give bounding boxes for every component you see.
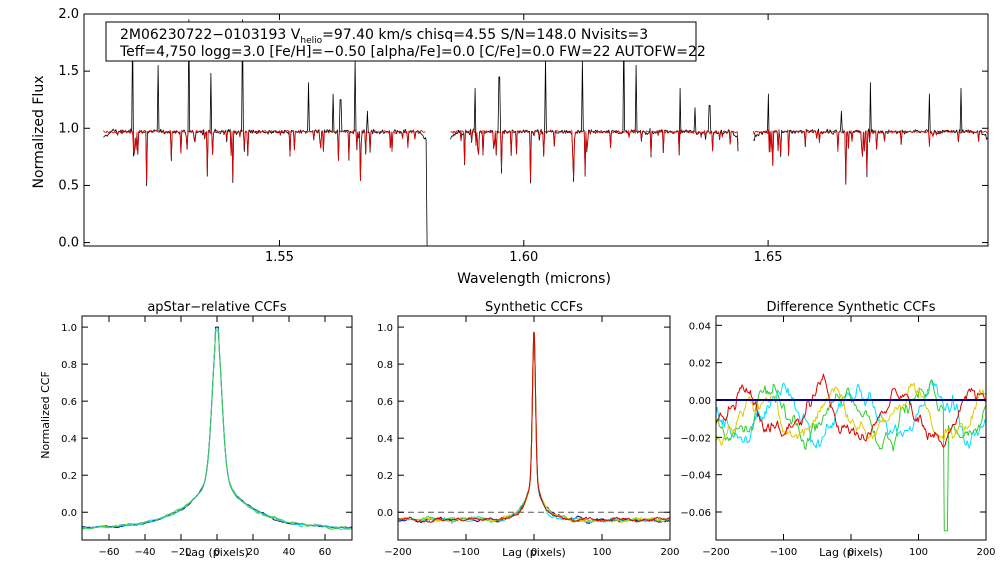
- apstar-ccf-panel: −60 −40 −20 0 20 40 60 0.0 0.2 0.4 0.6 0.8 1.0 apSta…: [39, 300, 353, 559]
- difference-axes-frame: [715, 315, 987, 541]
- difference-title: Difference Synthetic CCFs: [766, 300, 935, 315]
- difference-ccf-lines: [716, 373, 986, 532]
- synthetic-y-tick-label: 0.2: [377, 471, 393, 482]
- apstar-x-tick-label: 0: [214, 547, 220, 558]
- difference-ccf-panel: −200 −100 0 100 200 −0.06 −0.04 −0.02 0.00 0.02 0.…: [680, 300, 995, 559]
- synthetic-axes: −200 −100 0 100 200 0.0 0.2 0.4 0.6 0.8 1.0: [377, 316, 680, 558]
- synthetic-y-tick-label: 0.4: [377, 434, 393, 445]
- synthetic-x-label: Lag (pixels): [502, 546, 566, 559]
- spectrum-x-tick-label: 1.55: [265, 250, 294, 265]
- apstar-x-tick-label: −40: [134, 547, 155, 558]
- spectrum-model-line-chip-2: [450, 129, 739, 181]
- difference-ccf-series-2: [716, 381, 986, 449]
- spectrum-y-tick-label: 1.5: [58, 64, 79, 79]
- apstar-x-tick-label: 20: [247, 547, 260, 558]
- apstar-x-tick-label: 60: [319, 547, 332, 558]
- info-line-2: Teff=4,750 logg=3.0 [Fe/H]=−0.50 [alpha/…: [119, 44, 706, 60]
- synthetic-ccf-series-4: [397, 331, 671, 524]
- apstar-ccf-lines: [81, 326, 353, 530]
- synthetic-ccf-series-1: [397, 332, 671, 524]
- difference-y-tick-label: 0.02: [689, 359, 711, 370]
- apstar-ccf-series-1: [81, 326, 353, 529]
- apstar-title: apStar−relative CCFs: [147, 300, 287, 315]
- info-box: [105, 21, 697, 62]
- difference-x-tick-label: 100: [909, 547, 928, 558]
- spectrum-axes-frame: [83, 13, 989, 247]
- synthetic-axes-frame: [397, 315, 671, 541]
- spectrum-axes: 1.55 1.60 1.65 0.0 0.5 1.0 1.5 2.0: [58, 7, 988, 265]
- apstar-ccf-series-3: [81, 330, 353, 530]
- difference-x-tick-label: −200: [702, 547, 729, 558]
- spectrum-observed-line-chip-1: [103, 19, 428, 246]
- apstar-x-tick-label: −60: [98, 547, 119, 558]
- spectrum-observed-line-chip-2: [450, 30, 739, 184]
- difference-y-tick-label: 0.04: [689, 321, 711, 332]
- synthetic-ccf-lines: [397, 331, 671, 524]
- synthetic-ccf-panel: −200 −100 0 100 200 0.0 0.2 0.4 0.6 0.8 1.0 Synthe…: [377, 300, 679, 559]
- synthetic-x-tick-label: −200: [384, 547, 411, 558]
- synthetic-y-tick-label: 1.0: [377, 323, 393, 334]
- difference-ccf-series-5: [716, 373, 986, 448]
- spectrum-model-line-chip-1: [103, 129, 426, 183]
- apstar-x-label: Lag (pixels): [185, 546, 249, 559]
- difference-y-tick-label: 0.00: [689, 396, 711, 407]
- apstar-y-tick-label: 0.2: [61, 471, 77, 482]
- apstar-ccf-series-2: [81, 328, 353, 530]
- difference-x-label: Lag (pixels): [819, 546, 883, 559]
- apstar-x-tick-label: 40: [283, 547, 296, 558]
- difference-x-tick-label: 200: [976, 547, 995, 558]
- spectrum-x-label: Wavelength (microns): [457, 271, 611, 287]
- apstar-y-tick-label: 1.0: [61, 323, 77, 334]
- synthetic-title: Synthetic CCFs: [485, 300, 583, 315]
- spectrum-y-tick-label: 0.5: [58, 178, 79, 193]
- synthetic-x-tick-label: 200: [660, 547, 679, 558]
- spectrum-model-line-chip-3: [753, 129, 988, 183]
- spectrum-panel: 1.55 1.60 1.65 0.0 0.5 1.0 1.5 2.0 2M06230722−0…: [31, 7, 989, 287]
- apstar-x-tick-label: −20: [170, 547, 191, 558]
- apstar-y-tick-label: 0.4: [61, 434, 77, 445]
- synthetic-y-tick-label: 0.8: [377, 360, 393, 371]
- spectrum-y-tick-label: 2.0: [58, 7, 79, 22]
- apstar-y-label: Normalized CCF: [39, 371, 52, 459]
- difference-y-tick-label: −0.04: [680, 471, 711, 482]
- apstar-axes: −60 −40 −20 0 20 40 60 0.0 0.2 0.4 0.6 0.8 1.0: [61, 316, 352, 558]
- spectrum-y-tick-label: 0.0: [58, 236, 79, 251]
- synthetic-y-tick-label: 0.0: [377, 508, 393, 519]
- apstar-axes-frame: [81, 315, 353, 541]
- spectrum-x-tick-label: 1.65: [754, 250, 783, 265]
- spectrum-x-tick-label: 1.60: [509, 250, 538, 265]
- difference-ccf-series-4: [716, 382, 986, 446]
- synthetic-x-tick-label: 0: [531, 547, 537, 558]
- spectrum-y-tick-label: 1.0: [58, 121, 79, 136]
- apstar-y-tick-label: 0.6: [61, 397, 77, 408]
- apstar-y-tick-label: 0.0: [61, 508, 77, 519]
- synthetic-y-tick-label: 0.6: [377, 397, 393, 408]
- spectrum-lines: [103, 19, 988, 246]
- info-line-1: 2M06230722−0103193 Vhelio=97.40 km/s chi…: [120, 27, 648, 46]
- synthetic-x-tick-label: −100: [452, 547, 479, 558]
- difference-x-tick-label: −100: [770, 547, 797, 558]
- difference-y-tick-label: −0.06: [680, 508, 711, 519]
- synthetic-ccf-series-5: [397, 332, 671, 523]
- spectrum-y-label: Normalized Flux: [31, 76, 47, 189]
- synthetic-ccf-series-2: [397, 332, 671, 524]
- difference-y-tick-label: −0.02: [680, 433, 711, 444]
- difference-axes: −200 −100 0 100 200 −0.06 −0.04 −0.02 0.00 0.02 0.…: [680, 316, 996, 558]
- synthetic-ccf-series-3: [397, 331, 671, 523]
- apstar-ccf-series-4: [81, 332, 352, 530]
- apstar-y-tick-label: 0.8: [61, 360, 77, 371]
- difference-x-tick-label: 0: [848, 547, 854, 558]
- synthetic-x-tick-label: 100: [592, 547, 611, 558]
- difference-ccf-series-3: [716, 379, 986, 532]
